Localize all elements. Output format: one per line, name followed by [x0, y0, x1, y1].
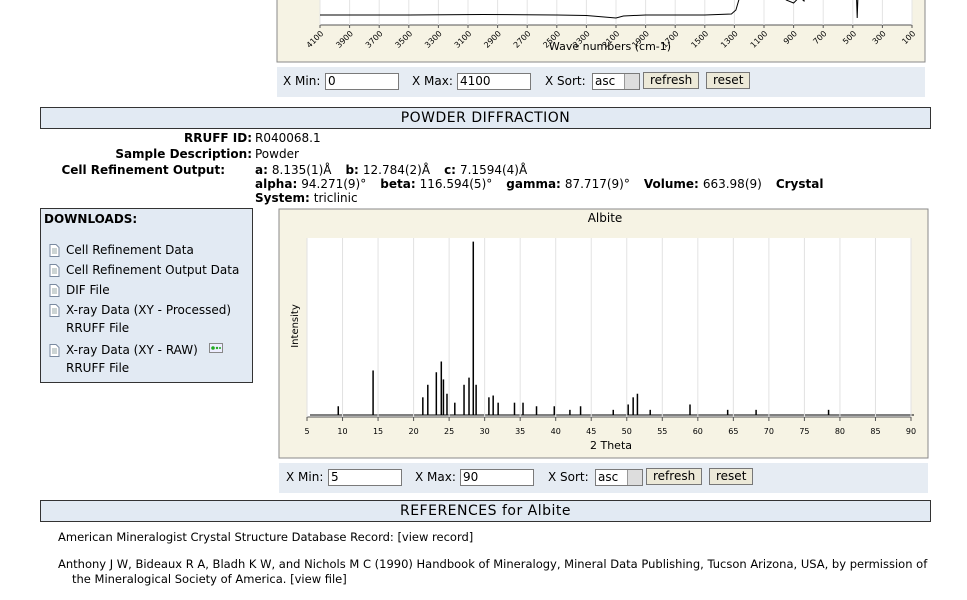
- xrd-y-label: Intensity: [290, 304, 301, 348]
- cell-param-value: triclinic: [314, 191, 358, 205]
- info-value: Powder: [255, 147, 299, 161]
- cell-param-label: beta:: [380, 177, 415, 191]
- xrd-x-tick-label: 40: [551, 427, 561, 436]
- x-min-label: X Min:: [286, 470, 323, 484]
- x-max-label: X Max:: [412, 74, 453, 88]
- cell-param-value: 663.98(9): [703, 177, 762, 191]
- xrd-x-tick-label: 65: [728, 427, 738, 436]
- cell-param-value: 12.784(2)Å: [363, 163, 430, 177]
- download-link[interactable]: DIF File: [66, 283, 110, 297]
- info-value: R040068.1: [255, 131, 321, 145]
- xrd-x-tick-label: 55: [657, 427, 667, 436]
- cell-param-value: 116.594(5)°: [420, 177, 493, 191]
- x-sort-select[interactable]: asc: [595, 469, 643, 486]
- download-link[interactable]: X-ray Data (XY - RAW): [66, 343, 198, 357]
- download-link[interactable]: X-ray Data (XY - Processed): [66, 303, 231, 317]
- xrd-x-tick-label: 60: [693, 427, 703, 436]
- reference: American Mineralogist Crystal Structure …: [58, 530, 928, 545]
- xrd-x-tick-label: 5: [304, 427, 309, 436]
- cell-param-label: alpha:: [255, 177, 297, 191]
- xrd-plot-area: [307, 238, 911, 417]
- cell-label: Cell Refinement Output:: [61, 163, 225, 177]
- ir-controls: X Min: 0 X Max: 4100 X Sort: ascrefresh reset: [277, 67, 925, 97]
- cell-param-label: c:: [444, 163, 456, 177]
- download-link[interactable]: Cell Refinement Data: [66, 243, 194, 257]
- cell-line: a: 8.135(1)Å b: 12.784(2)Å c: 7.1594(4)Å: [255, 163, 905, 177]
- reference-text: Anthony J W, Bideaux R A, Bladh K W, and…: [58, 557, 927, 586]
- x-max-input[interactable]: 4100: [457, 73, 531, 90]
- xrd-x-label: 2 Theta: [590, 439, 632, 452]
- cell-param-label: a:: [255, 163, 268, 177]
- cell-param: c: 7.1594(4)Å: [444, 163, 527, 177]
- reference-link[interactable]: [view file]: [290, 572, 347, 586]
- cell-param-value: 8.135(1)Å: [272, 163, 332, 177]
- cell-param-label: gamma:: [506, 177, 561, 191]
- xrd-x-tick-label: 10: [337, 427, 347, 436]
- refresh-button[interactable]: refresh: [643, 72, 699, 89]
- cell-param-label: Volume:: [644, 177, 699, 191]
- cell-param-label: b:: [345, 163, 358, 177]
- xrd-x-tick-label: 15: [373, 427, 383, 436]
- xrd-x-tick-label: 50: [622, 427, 632, 436]
- x-sort-label: X Sort:: [548, 470, 589, 484]
- refresh-button[interactable]: refresh: [646, 468, 702, 485]
- xrd-x-tick-label: 35: [515, 427, 525, 436]
- x-min-input[interactable]: 5: [328, 469, 402, 486]
- x-sort-select[interactable]: asc: [592, 73, 640, 90]
- info-label: RRUFF ID:: [184, 131, 252, 145]
- cell-values: a:8.135(1)Åb:12.784(2)Åc:7.1594(4)Åalpha…: [255, 163, 905, 205]
- xrd-x-tick-label: 45: [586, 427, 596, 436]
- x-max-label: X Max:: [415, 470, 456, 484]
- xrd-x-tick-label: 30: [480, 427, 490, 436]
- cell-param: beta: 116.594(5)°: [380, 177, 492, 191]
- info-label: Sample Description:: [115, 147, 252, 161]
- references-header: REFERENCES for Albite: [40, 500, 931, 522]
- reference-text: American Mineralogist Crystal Structure …: [58, 530, 397, 544]
- downloads-title: DOWNLOADS:: [44, 212, 137, 226]
- cell-param: Volume: 663.98(9): [644, 177, 762, 191]
- cell-param-value: 94.271(9)°: [301, 177, 366, 191]
- xrd-x-tick-label: 90: [906, 427, 916, 436]
- cell-param-value: 87.717(9)°: [565, 177, 630, 191]
- download-sub-link[interactable]: RRUFF File: [66, 321, 129, 335]
- reset-button[interactable]: reset: [709, 468, 753, 485]
- x-min-input[interactable]: 0: [325, 73, 399, 90]
- xrd-controls: X Min: 5 X Max: 90 X Sort: ascrefresh reset: [279, 463, 928, 493]
- xrd-x-tick-label: 25: [444, 427, 454, 436]
- cell-line: alpha: 94.271(9)° beta: 116.594(5)° gamma: 87…: [255, 177, 905, 205]
- cell-param-value: 7.1594(4)Å: [460, 163, 527, 177]
- reset-button[interactable]: reset: [706, 72, 750, 89]
- download-sub-link[interactable]: RRUFF File: [66, 361, 129, 375]
- x-min-label: X Min:: [283, 74, 320, 88]
- xrd-title: Albite: [588, 211, 623, 225]
- xrd-x-tick-label: 20: [408, 427, 418, 436]
- cell-param: a: 8.135(1)Å: [255, 163, 331, 177]
- cell-param: alpha: 94.271(9)°: [255, 177, 366, 191]
- xrd-x-tick-label: 75: [799, 427, 809, 436]
- xrd-x-tick-label: 70: [764, 427, 774, 436]
- download-link[interactable]: Cell Refinement Output Data: [66, 263, 239, 277]
- cell-param: b: 12.784(2)Å: [345, 163, 430, 177]
- info: RRUFF ID:R040068.1Sample Description:Pow…: [0, 131, 967, 206]
- section-header: POWDER DIFFRACTION: [40, 107, 931, 129]
- x-max-input[interactable]: 90: [460, 469, 534, 486]
- downloads: DOWNLOADS: Cell Refinement Data Cell Refin…: [40, 208, 253, 383]
- reference-link[interactable]: [view record]: [397, 530, 473, 544]
- x-sort-label: X Sort:: [545, 74, 586, 88]
- xrd-x-tick-label: 80: [835, 427, 845, 436]
- cell-param: gamma: 87.717(9)°: [506, 177, 630, 191]
- xrd-x-tick-label: 85: [870, 427, 880, 436]
- references: American Mineralogist Crystal Structure …: [58, 530, 928, 599]
- reference: Anthony J W, Bideaux R A, Bladh K W, and…: [58, 557, 928, 587]
